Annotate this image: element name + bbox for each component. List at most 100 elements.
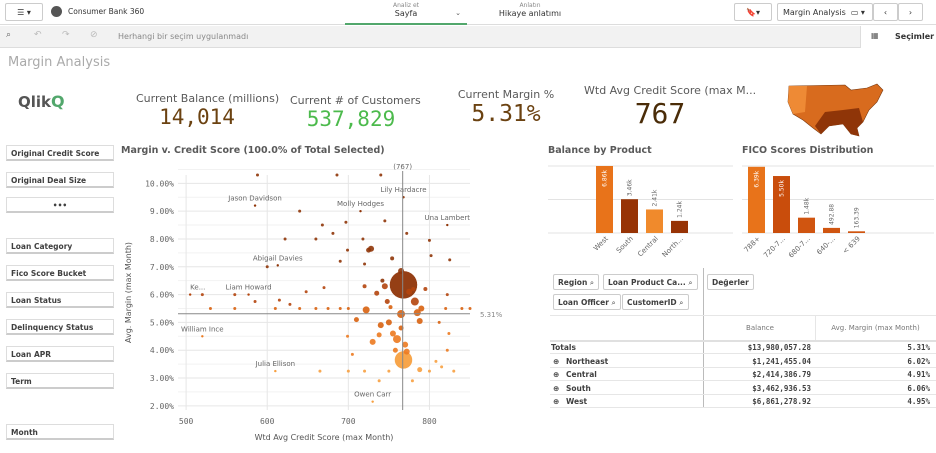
filter-5[interactable]: Loan Status: [6, 292, 114, 308]
dimension-chip-search-loan-product[interactable]: Loan Product Ca... ⌕: [603, 274, 698, 290]
values-chip[interactable]: Değerler: [707, 274, 754, 290]
data-point[interactable]: [265, 265, 269, 269]
data-point[interactable]: [318, 369, 322, 373]
data-point[interactable]: [346, 369, 350, 373]
search-icon[interactable]: ⌕: [611, 298, 616, 307]
data-point[interactable]: [460, 306, 464, 310]
data-point[interactable]: [410, 379, 414, 383]
data-point[interactable]: [448, 258, 452, 262]
data-point[interactable]: [274, 369, 277, 373]
data-point[interactable]: [338, 306, 342, 310]
data-point[interactable]: [346, 306, 350, 310]
clear-selections-icon[interactable]: ⊘: [90, 30, 98, 40]
data-point[interactable]: [201, 335, 204, 338]
tab-narrate[interactable]: Anlatın Hikaye anlatımı: [480, 0, 580, 25]
expand-icon[interactable]: ⊕: [553, 383, 560, 393]
data-point[interactable]: [445, 348, 449, 352]
data-point[interactable]: [427, 369, 431, 373]
data-point[interactable]: [446, 223, 449, 227]
data-point[interactable]: [374, 290, 380, 296]
data-point[interactable]: [390, 256, 395, 261]
expand-icon[interactable]: ⊕: [553, 397, 560, 406]
filter-9[interactable]: Month: [6, 424, 114, 440]
data-point[interactable]: [440, 365, 444, 369]
bar-North...[interactable]: [671, 220, 688, 233]
data-point[interactable]: [445, 293, 449, 297]
data-point[interactable]: [368, 245, 375, 252]
data-point[interactable]: [394, 350, 413, 370]
column-header-balance[interactable]: Balance: [746, 324, 774, 332]
bar-Central[interactable]: [646, 209, 663, 233]
data-point[interactable]: [411, 287, 416, 292]
data-point[interactable]: [322, 286, 326, 290]
dimension-chip-search-region[interactable]: Region ⌕: [553, 274, 600, 290]
data-point[interactable]: [362, 306, 370, 314]
filter-8[interactable]: Term: [6, 373, 114, 389]
search-icon[interactable]: ⌕: [589, 278, 595, 287]
scatter-chart[interactable]: 2.00% 3.00% 4.00% 5.00% 6.00% 7.00% 8.00% 9.00%…: [115, 158, 515, 453]
data-point[interactable]: [233, 306, 237, 310]
filter-4[interactable]: Fico Score Bucket: [6, 265, 114, 281]
data-point[interactable]: [298, 306, 302, 310]
data-point[interactable]: [417, 367, 423, 373]
data-point[interactable]: [444, 306, 448, 310]
data-point[interactable]: [353, 317, 359, 323]
data-point[interactable]: [338, 259, 342, 263]
data-point[interactable]: [277, 298, 281, 302]
row-label[interactable]: Central: [566, 370, 597, 379]
data-point[interactable]: [344, 220, 348, 224]
data-point[interactable]: [410, 297, 419, 306]
data-point[interactable]: [298, 209, 302, 213]
dimension-chip-search-loan-officer[interactable]: Loan Officer ⌕: [553, 294, 621, 310]
tab-analyze[interactable]: Analiz et Sayfa ⌄: [345, 0, 467, 25]
filter-2[interactable]: •••: [6, 197, 114, 213]
data-point[interactable]: [385, 319, 392, 326]
previous-sheet-button[interactable]: ‹: [873, 3, 898, 21]
filter-7[interactable]: Loan APR: [6, 346, 114, 362]
next-sheet-button[interactable]: ›: [898, 3, 923, 21]
selections-button[interactable]: ▦ Seçimler: [860, 26, 936, 48]
bar-South[interactable]: [621, 199, 638, 233]
data-point[interactable]: [350, 352, 354, 356]
data-point[interactable]: [384, 299, 390, 305]
data-point[interactable]: [331, 231, 335, 235]
data-point[interactable]: [381, 283, 388, 290]
data-point[interactable]: [288, 302, 292, 306]
data-point[interactable]: [468, 306, 472, 310]
filter-6[interactable]: Delinquency Status: [6, 319, 114, 335]
step-back-icon[interactable]: ↶: [34, 30, 42, 40]
data-point[interactable]: [346, 334, 350, 338]
search-icon[interactable]: ⌕: [688, 278, 693, 287]
data-point[interactable]: [452, 369, 456, 373]
data-point[interactable]: [427, 238, 431, 242]
data-point[interactable]: [405, 231, 409, 235]
data-point[interactable]: [276, 264, 279, 267]
smart-search-icon[interactable]: ⌕: [6, 30, 12, 40]
data-point[interactable]: [406, 288, 413, 295]
data-point[interactable]: [255, 173, 259, 177]
row-label[interactable]: West: [566, 397, 588, 406]
data-point[interactable]: [247, 293, 250, 296]
data-point[interactable]: [387, 369, 391, 373]
bookmark-button[interactable]: 🔖▾: [734, 3, 772, 21]
data-point[interactable]: [403, 348, 410, 355]
data-point[interactable]: [377, 322, 384, 329]
data-point[interactable]: [320, 223, 324, 227]
data-point[interactable]: [200, 293, 204, 297]
sheet-selector[interactable]: Margin Analysis ▭ ▾: [777, 3, 873, 21]
data-point[interactable]: [363, 262, 367, 266]
bar-788+[interactable]: [748, 166, 765, 233]
dimension-chip-search-customerid[interactable]: CustomerID ⌕: [622, 294, 689, 310]
data-point[interactable]: [208, 306, 212, 310]
data-point[interactable]: [376, 332, 382, 338]
data-point[interactable]: [377, 379, 381, 383]
bar-720-7...[interactable]: [773, 176, 790, 233]
data-point[interactable]: [188, 293, 192, 296]
bar-< 639[interactable]: [848, 231, 865, 233]
data-point[interactable]: [434, 359, 438, 363]
row-label[interactable]: South: [566, 383, 591, 393]
bar-West[interactable]: [596, 166, 613, 233]
data-point[interactable]: [314, 306, 318, 310]
menu-button[interactable]: ☰ ▾: [5, 3, 43, 21]
data-point[interactable]: [283, 237, 287, 241]
